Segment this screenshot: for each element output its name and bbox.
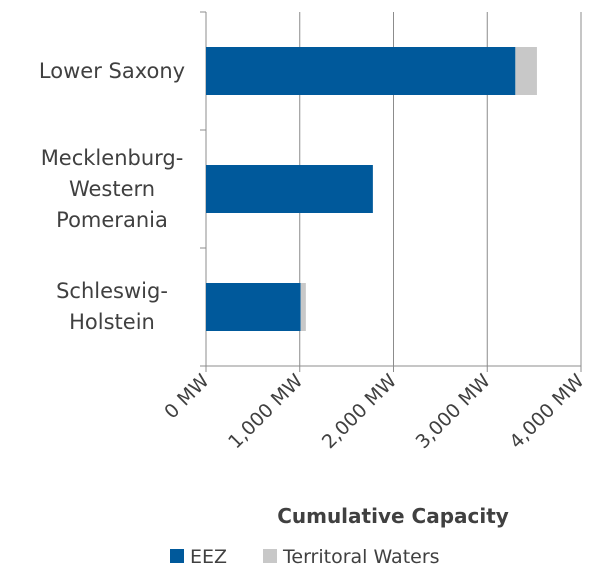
legend-swatch [263,549,277,563]
y-tick-label: Lower Saxony [38,58,186,83]
legend-swatch [170,549,184,563]
x-tick-label: 0 MW [160,370,213,423]
x-axis-title: Cumulative Capacity [277,504,509,528]
x-tick-label: 2,000 MW [318,370,401,453]
legend-label: EEZ [190,546,227,568]
y-tick-label: Schleswig-Holstein [56,279,168,334]
x-tick-label: 1,000 MW [224,370,307,453]
bar [515,47,537,95]
bar [206,283,301,331]
x-tick-label: 4,000 MW [505,370,588,453]
bar [300,283,306,331]
bar [206,165,373,213]
y-tick-label: Mecklenburg-Western Pomerania [40,145,184,232]
x-tick-label: 3,000 MW [412,370,495,453]
bar [206,47,516,95]
legend-label: Territoral Waters [282,546,440,568]
